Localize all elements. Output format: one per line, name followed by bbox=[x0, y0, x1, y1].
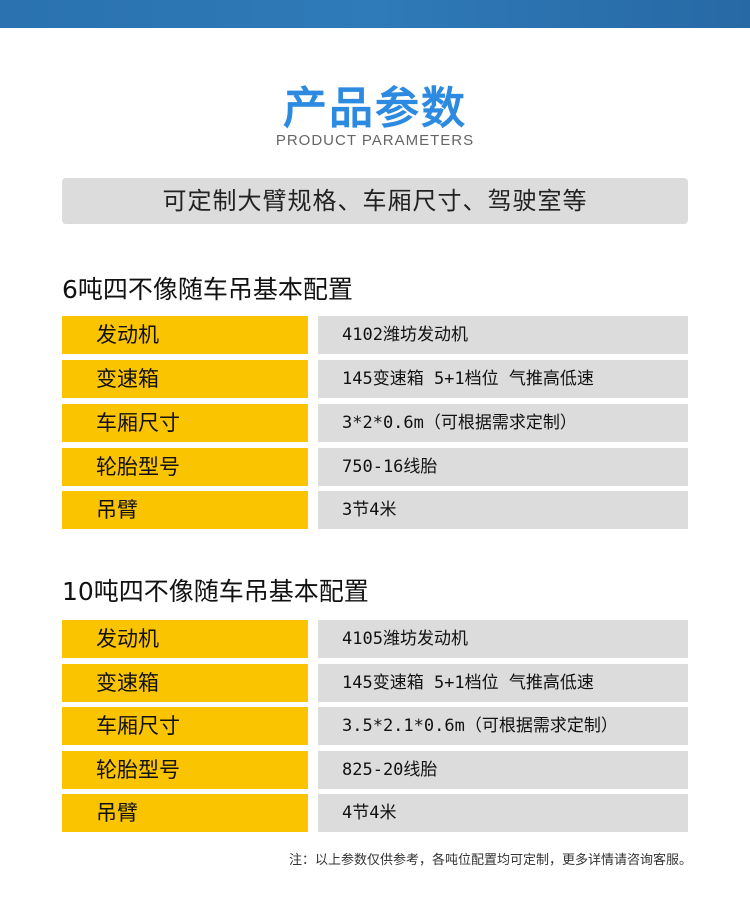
spec-value: 4105潍坊发动机 bbox=[318, 620, 688, 658]
spec-label: 吊臂 bbox=[62, 794, 308, 832]
section-title-6t: 6吨四不像随车吊基本配置 bbox=[62, 275, 353, 304]
spec-row: 吊臂 3节4米 bbox=[62, 491, 688, 529]
spec-value: 825-20线胎 bbox=[318, 751, 688, 789]
spec-label: 变速箱 bbox=[62, 664, 308, 702]
spec-value: 750-16线胎 bbox=[318, 448, 688, 486]
spec-value: 3.5*2.1*0.6m（可根据需求定制） bbox=[318, 707, 688, 745]
spec-label: 轮胎型号 bbox=[62, 448, 308, 486]
spec-row: 变速箱 145变速箱 5+1档位 气推高低速 bbox=[62, 360, 688, 398]
spec-label: 发动机 bbox=[62, 620, 308, 658]
spec-label: 车厢尺寸 bbox=[62, 707, 308, 745]
page-title: 产品参数 bbox=[283, 83, 467, 134]
spec-row: 轮胎型号 750-16线胎 bbox=[62, 448, 688, 486]
top-bar bbox=[0, 0, 750, 28]
spec-value: 4102潍坊发动机 bbox=[318, 316, 688, 354]
spec-value: 145变速箱 5+1档位 气推高低速 bbox=[318, 664, 688, 702]
spec-row: 车厢尺寸 3*2*0.6m（可根据需求定制） bbox=[62, 404, 688, 442]
spec-row: 发动机 4102潍坊发动机 bbox=[62, 316, 688, 354]
footnote: 注：以上参数仅供参考，各吨位配置均可定制，更多详情请咨询客服。 bbox=[288, 853, 692, 868]
spec-row: 发动机 4105潍坊发动机 bbox=[62, 620, 688, 658]
spec-value: 4节4米 bbox=[318, 794, 688, 832]
customization-banner: 可定制大臂规格、车厢尺寸、驾驶室等 bbox=[62, 178, 688, 224]
page-subtitle: PRODUCT PARAMETERS bbox=[275, 132, 475, 149]
spec-value: 145变速箱 5+1档位 气推高低速 bbox=[318, 360, 688, 398]
spec-row: 车厢尺寸 3.5*2.1*0.6m（可根据需求定制） bbox=[62, 707, 688, 745]
spec-label: 吊臂 bbox=[62, 491, 308, 529]
spec-row: 轮胎型号 825-20线胎 bbox=[62, 751, 688, 789]
spec-value: 3*2*0.6m（可根据需求定制） bbox=[318, 404, 688, 442]
spec-label: 变速箱 bbox=[62, 360, 308, 398]
section-title-10t: 10吨四不像随车吊基本配置 bbox=[62, 577, 369, 606]
spec-label: 车厢尺寸 bbox=[62, 404, 308, 442]
spec-row: 变速箱 145变速箱 5+1档位 气推高低速 bbox=[62, 664, 688, 702]
spec-label: 轮胎型号 bbox=[62, 751, 308, 789]
spec-row: 吊臂 4节4米 bbox=[62, 794, 688, 832]
spec-value: 3节4米 bbox=[318, 491, 688, 529]
spec-label: 发动机 bbox=[62, 316, 308, 354]
